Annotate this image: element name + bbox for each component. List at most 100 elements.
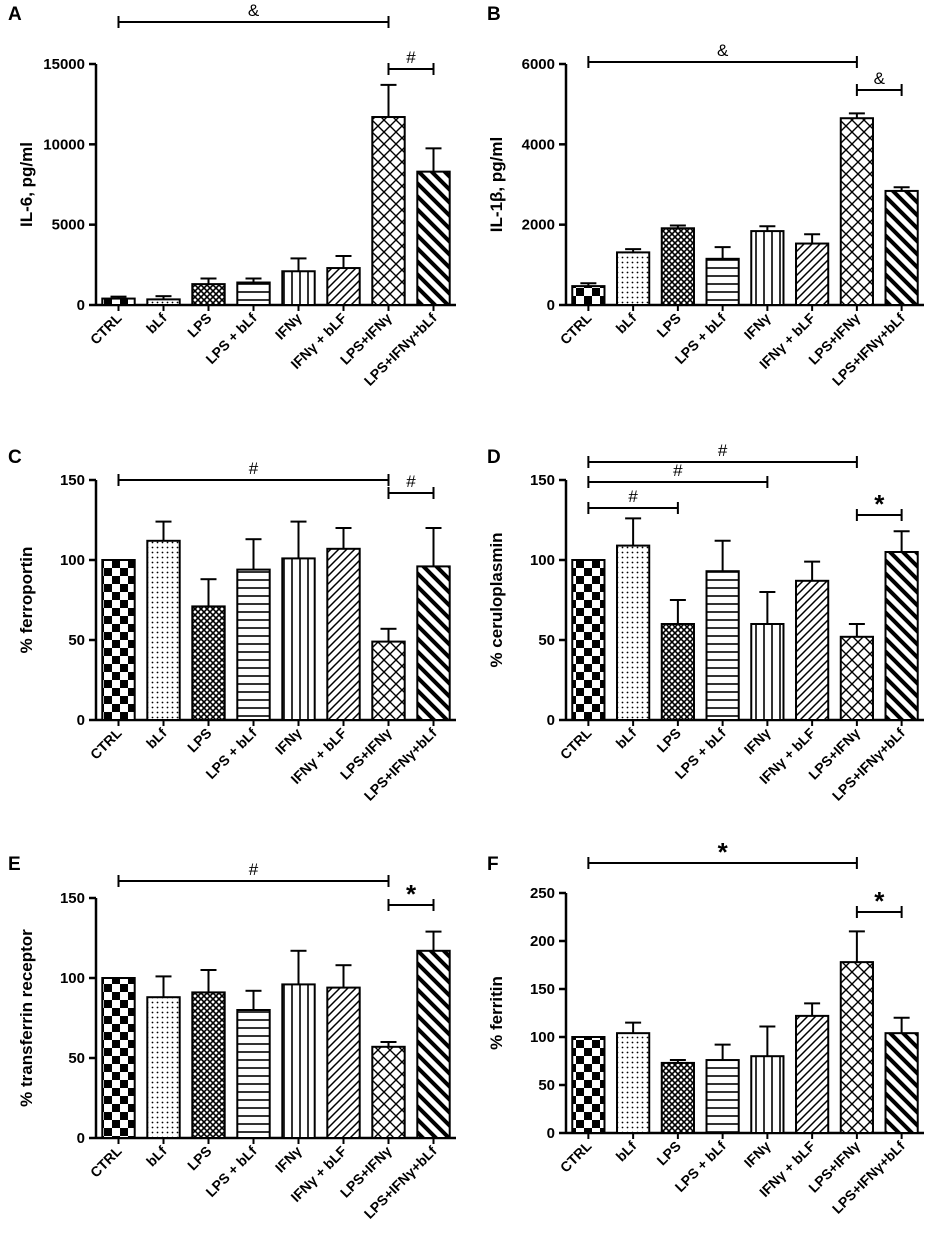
bar — [750, 1055, 785, 1134]
bar — [371, 116, 406, 306]
category-label: bLf — [143, 310, 170, 337]
category-label: LPS — [184, 1143, 215, 1174]
bar — [416, 565, 451, 722]
bar — [326, 986, 361, 1139]
bar — [326, 547, 361, 721]
panel-e: E 0 50 100 150 % transferrin receptor CTRL bLf L… — [8, 854, 456, 1222]
bar — [191, 605, 226, 722]
significance-label: * — [874, 886, 885, 916]
bar — [236, 568, 271, 721]
bar — [191, 991, 226, 1140]
bar — [326, 267, 361, 306]
category-label: IFNγ — [741, 1138, 774, 1171]
category-label: CTRL — [557, 724, 595, 762]
bar — [416, 170, 451, 306]
bar — [571, 285, 606, 307]
bar — [236, 281, 271, 306]
category-label: IFNγ — [272, 310, 305, 343]
significance-label: # — [406, 472, 416, 491]
significance-label: & — [717, 41, 729, 60]
y-tick-label: 4000 — [522, 136, 555, 153]
bar — [705, 1059, 740, 1135]
panel-label: C — [8, 447, 22, 468]
bar — [101, 297, 136, 307]
bar — [616, 544, 651, 721]
y-tick-label: 150 — [60, 472, 85, 489]
bar — [750, 230, 785, 307]
y-tick-label: 100 — [60, 552, 85, 569]
significance-label: & — [874, 69, 886, 88]
category-label: LPS — [653, 725, 684, 756]
bar — [101, 559, 136, 721]
y-axis-title: IL-6, pg/ml — [17, 142, 36, 227]
y-tick-label: 0 — [77, 297, 85, 314]
panel-label: B — [487, 4, 501, 25]
y-tick-label: 15000 — [43, 56, 85, 73]
bar — [750, 623, 785, 721]
y-axis-title: IL-1β, pg/ml — [487, 137, 506, 232]
panel-label: F — [487, 854, 499, 875]
category-label: CTRL — [87, 309, 125, 347]
bar — [236, 1009, 271, 1139]
y-tick-label: 2000 — [522, 217, 555, 234]
significance-label: * — [406, 879, 417, 909]
category-label: CTRL — [557, 1137, 595, 1175]
y-tick-label: 200 — [530, 933, 555, 950]
bar — [191, 283, 226, 307]
significance-label: # — [718, 441, 728, 460]
bar — [371, 640, 406, 721]
bar — [884, 1032, 919, 1135]
y-tick-label: 150 — [530, 981, 555, 998]
significance-label: * — [874, 489, 885, 519]
y-tick-label: 100 — [530, 552, 555, 569]
bar — [571, 1036, 606, 1134]
y-tick-label: 250 — [530, 885, 555, 902]
y-tick-label: 0 — [77, 1130, 85, 1147]
category-label: bLf — [143, 1143, 170, 1170]
y-tick-label: 0 — [77, 712, 85, 729]
bar — [795, 1014, 830, 1135]
bar — [571, 559, 606, 721]
y-tick-label: 150 — [60, 890, 85, 907]
y-tick-label: 150 — [530, 472, 555, 489]
significance-label: # — [249, 459, 259, 478]
significance-label: # — [673, 461, 683, 480]
bar — [660, 623, 695, 721]
bar — [146, 996, 181, 1140]
category-label: LPS — [653, 310, 684, 341]
bar — [884, 551, 919, 721]
bar — [839, 117, 874, 306]
panel-label: D — [487, 447, 501, 468]
significance-label: # — [406, 48, 416, 67]
y-tick-label: 0 — [547, 712, 555, 729]
category-label: IFNγ — [741, 310, 774, 343]
bar — [705, 257, 740, 306]
bar — [705, 570, 740, 722]
category-label: IFNγ — [272, 1143, 305, 1176]
bar — [281, 983, 316, 1140]
category-label: bLf — [613, 1138, 640, 1165]
bar — [146, 539, 181, 721]
category-label: CTRL — [87, 1142, 125, 1180]
panel-label: A — [8, 4, 22, 25]
y-tick-label: 6000 — [522, 56, 555, 73]
y-axis-title: % ceruloplasmin — [487, 532, 506, 667]
y-tick-label: 10000 — [43, 136, 85, 153]
category-label: CTRL — [87, 724, 125, 762]
bar — [281, 270, 316, 307]
bar — [416, 949, 451, 1139]
bar — [616, 1032, 651, 1135]
bar — [660, 227, 695, 306]
y-tick-label: 5000 — [52, 217, 85, 234]
y-tick-label: 100 — [530, 1029, 555, 1046]
y-tick-label: 50 — [68, 1050, 85, 1067]
significance-label: # — [628, 487, 638, 506]
category-label: bLf — [613, 725, 640, 752]
category-label: IFNγ — [272, 725, 305, 758]
y-tick-label: 50 — [68, 632, 85, 649]
